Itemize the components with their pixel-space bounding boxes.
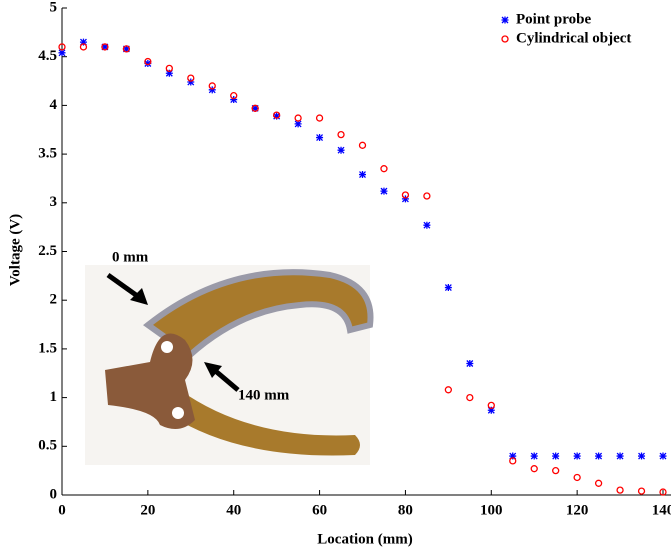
y-tick-label: 2.5: [38, 243, 57, 259]
circle-marker: [444, 386, 453, 394]
legend-marker: [501, 16, 509, 24]
annotation: 0 mm: [112, 249, 149, 265]
circle-marker: [208, 82, 216, 90]
star-marker: [251, 104, 259, 112]
y-tick-label: 5: [50, 0, 58, 15]
circle-marker: [616, 486, 624, 494]
y-tick-label: 1: [50, 389, 58, 405]
base-plate: [105, 333, 195, 429]
hole: [161, 341, 173, 353]
y-tick-label: 4.5: [38, 48, 57, 64]
circle-marker: [144, 57, 152, 66]
star-marker: [230, 96, 238, 104]
x-axis-label: Location (mm): [317, 531, 412, 547]
circle-marker: [251, 104, 259, 112]
star-marker: [165, 69, 173, 77]
star-marker: [79, 38, 87, 46]
circle-marker: [487, 401, 495, 410]
star-marker: [509, 452, 517, 460]
x-tick-label: 140: [652, 502, 671, 518]
circle-marker: [573, 473, 581, 482]
star-marker: [273, 112, 281, 120]
star-marker: [294, 120, 302, 128]
circle-marker: [401, 191, 410, 199]
star-marker: [144, 60, 152, 68]
star-marker: [380, 187, 388, 195]
y-tick-label: 4: [50, 97, 58, 113]
y-axis-label: Voltage (V): [7, 214, 23, 286]
star-marker: [595, 452, 603, 460]
inset-image: 0 mm 140 mm: [85, 249, 374, 465]
y-tick-label: 2: [50, 292, 58, 308]
circle-marker: [315, 114, 324, 122]
star-marker: [187, 78, 195, 86]
circle-marker: [594, 479, 603, 487]
circle-marker: [165, 64, 173, 73]
star-marker: [444, 284, 452, 292]
star-marker: [423, 221, 431, 229]
legend-label: Cylindrical object: [516, 30, 631, 46]
x-tick-label: 120: [566, 502, 589, 518]
star-marker: [337, 146, 345, 154]
circle-marker: [79, 43, 88, 51]
star-marker: [316, 134, 324, 142]
hole: [172, 407, 184, 419]
circle-marker: [637, 487, 646, 495]
circle-marker: [101, 43, 109, 51]
legend-marker: [501, 35, 509, 43]
circle-marker: [187, 74, 195, 82]
y-tick-label: 1.5: [38, 340, 57, 356]
x-tick-label: 40: [226, 502, 241, 518]
star-marker: [638, 452, 646, 460]
x-tick-label: 0: [58, 502, 66, 518]
circle-marker: [337, 130, 345, 139]
star-marker: [359, 171, 366, 179]
y-tick-label: 0.5: [38, 438, 57, 454]
circle-marker: [230, 92, 238, 100]
circle-marker: [294, 114, 302, 122]
x-tick-label: 60: [312, 502, 327, 518]
circle-marker: [122, 45, 131, 53]
circle-marker: [423, 192, 431, 200]
star-marker: [122, 45, 130, 53]
circle-marker: [509, 457, 517, 465]
star-marker: [466, 360, 474, 368]
circle-marker: [552, 466, 560, 475]
y-tick-label: 3: [50, 194, 58, 210]
x-tick-label: 100: [480, 502, 503, 518]
arrow-head: [204, 362, 222, 378]
circle-marker: [659, 488, 667, 496]
star-marker: [616, 452, 624, 460]
upper-arm: [143, 269, 374, 359]
star-marker: [401, 195, 409, 203]
star-marker: [208, 86, 216, 94]
circle-marker: [58, 43, 66, 51]
circle-marker: [380, 165, 388, 173]
star-marker: [530, 452, 538, 460]
star-marker: [659, 452, 667, 460]
star-marker: [552, 452, 560, 460]
star-marker: [487, 406, 495, 414]
annotation: 140 mm: [238, 387, 290, 403]
y-tick-label: 3.5: [38, 146, 57, 162]
circle-marker: [466, 393, 474, 402]
circle-marker: [530, 465, 538, 473]
star-marker: [58, 49, 66, 57]
legend-label: Point probe: [516, 11, 591, 27]
lower-arm: [170, 390, 360, 456]
star-marker: [101, 43, 109, 51]
y-tick-label: 0: [50, 486, 58, 502]
arrow-head: [130, 288, 148, 305]
star-marker: [573, 452, 581, 460]
x-tick-label: 80: [398, 502, 413, 518]
x-tick-label: 20: [140, 502, 155, 518]
circle-marker: [272, 111, 281, 119]
circle-marker: [358, 141, 367, 149]
